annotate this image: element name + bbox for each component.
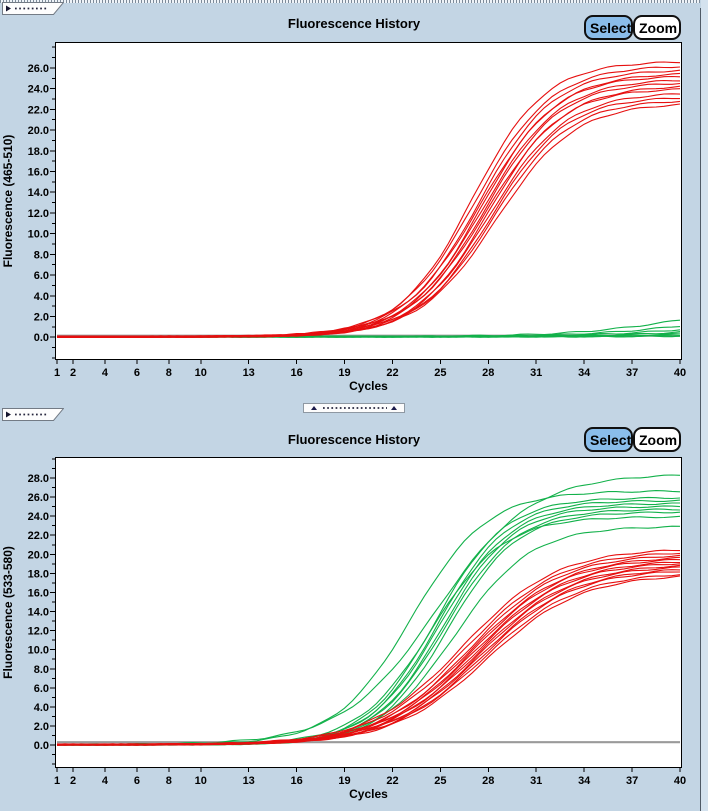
svg-text:6: 6: [134, 775, 140, 787]
plot-area: [55, 42, 682, 360]
curve-layer: [56, 61, 681, 338]
svg-text:22.0: 22.0: [28, 104, 49, 116]
svg-text:8: 8: [166, 367, 172, 379]
svg-text:34: 34: [578, 775, 591, 787]
svg-text:22: 22: [386, 775, 398, 787]
chart1-plot-canvas[interactable]: 0.0 2.0 4.0 6.0 8.0 10.0 12.0 14.0 16.0 18.0 20.0 2…: [0, 42, 708, 396]
svg-text:1: 1: [54, 367, 60, 379]
svg-text:16: 16: [290, 367, 302, 379]
expand-arrow-icon: [6, 5, 11, 12]
svg-text:26.0: 26.0: [28, 492, 49, 504]
svg-text:22: 22: [386, 367, 398, 379]
svg-text:26.0: 26.0: [28, 63, 49, 75]
svg-text:16.0: 16.0: [28, 167, 49, 179]
svg-text:0.0: 0.0: [34, 332, 49, 344]
svg-text:18.0: 18.0: [28, 146, 49, 158]
collapse-tab-handle-middle[interactable]: [2, 408, 64, 421]
svg-text:Cycles: Cycles: [349, 379, 388, 393]
chart2-title: Fluorescence History: [287, 432, 421, 447]
chart2-zoom-button[interactable]: Zoom: [633, 427, 681, 452]
chart1-select-button[interactable]: Select: [584, 15, 633, 40]
svg-text:4.0: 4.0: [34, 702, 49, 714]
svg-text:28: 28: [482, 775, 494, 787]
chart1-title: Fluorescence History: [287, 16, 421, 31]
svg-text:20.0: 20.0: [28, 125, 49, 137]
splitter-arrow-up-left-icon: [311, 406, 317, 410]
splitter-handle[interactable]: [303, 403, 405, 413]
svg-text:13: 13: [243, 775, 255, 787]
splitter-arrow-up-right-icon: [391, 406, 397, 410]
svg-text:16.0: 16.0: [28, 588, 49, 600]
svg-text:1: 1: [54, 775, 60, 787]
svg-text:20.0: 20.0: [28, 549, 49, 561]
svg-text:10: 10: [195, 367, 207, 379]
svg-text:6: 6: [134, 367, 140, 379]
svg-text:4: 4: [102, 775, 109, 787]
svg-text:Fluorescence (533-580): Fluorescence (533-580): [1, 546, 15, 679]
svg-text:40: 40: [674, 775, 686, 787]
svg-text:6.0: 6.0: [34, 683, 49, 695]
svg-text:37: 37: [626, 367, 638, 379]
svg-text:8: 8: [166, 775, 172, 787]
svg-text:6.0: 6.0: [34, 270, 49, 282]
panel-right-margin: [701, 0, 708, 811]
svg-text:14.0: 14.0: [28, 607, 49, 619]
svg-text:8.0: 8.0: [34, 249, 49, 261]
svg-text:13: 13: [243, 367, 255, 379]
svg-text:31: 31: [530, 367, 542, 379]
svg-text:2: 2: [70, 367, 76, 379]
plot-area: [55, 457, 682, 768]
svg-text:14.0: 14.0: [28, 187, 49, 199]
svg-text:31: 31: [530, 775, 542, 787]
svg-text:25: 25: [434, 367, 446, 379]
svg-text:22.0: 22.0: [28, 530, 49, 542]
svg-text:10.0: 10.0: [28, 229, 49, 241]
svg-text:34: 34: [578, 367, 591, 379]
curve-layer: [56, 474, 681, 746]
svg-text:2.0: 2.0: [34, 312, 49, 324]
svg-text:24.0: 24.0: [28, 84, 49, 96]
svg-text:2: 2: [70, 775, 76, 787]
svg-text:2.0: 2.0: [34, 721, 49, 733]
svg-text:24.0: 24.0: [28, 511, 49, 523]
svg-text:18.0: 18.0: [28, 568, 49, 580]
svg-text:28: 28: [482, 367, 494, 379]
svg-text:4: 4: [102, 367, 109, 379]
svg-text:12.0: 12.0: [28, 626, 49, 638]
svg-text:0.0: 0.0: [34, 740, 49, 752]
svg-text:8.0: 8.0: [34, 664, 49, 676]
expand-arrow-icon: [6, 411, 11, 418]
chart1-zoom-button[interactable]: Zoom: [633, 15, 681, 40]
svg-text:12.0: 12.0: [28, 208, 49, 220]
svg-text:16: 16: [290, 775, 302, 787]
svg-text:37: 37: [626, 775, 638, 787]
collapse-tab-handle-top[interactable]: [2, 2, 64, 15]
svg-text:10: 10: [195, 775, 207, 787]
svg-text:40: 40: [674, 367, 686, 379]
svg-text:Cycles: Cycles: [349, 787, 388, 801]
svg-text:10.0: 10.0: [28, 645, 49, 657]
svg-text:4.0: 4.0: [34, 291, 49, 303]
svg-text:19: 19: [338, 367, 350, 379]
chart2-select-button[interactable]: Select: [584, 427, 633, 452]
svg-text:25: 25: [434, 775, 446, 787]
panel-right-divider: [700, 8, 701, 811]
chart2-plot-canvas[interactable]: 0.0 2.0 4.0 6.0 8.0 10.0 12.0 14.0 16.0 18.0 20.0 2…: [0, 457, 708, 804]
svg-text:28.0: 28.0: [28, 473, 49, 485]
svg-text:Fluorescence (465-510): Fluorescence (465-510): [1, 135, 15, 268]
panel-top-dotted-edge: [0, 0, 700, 3]
svg-text:19: 19: [338, 775, 350, 787]
